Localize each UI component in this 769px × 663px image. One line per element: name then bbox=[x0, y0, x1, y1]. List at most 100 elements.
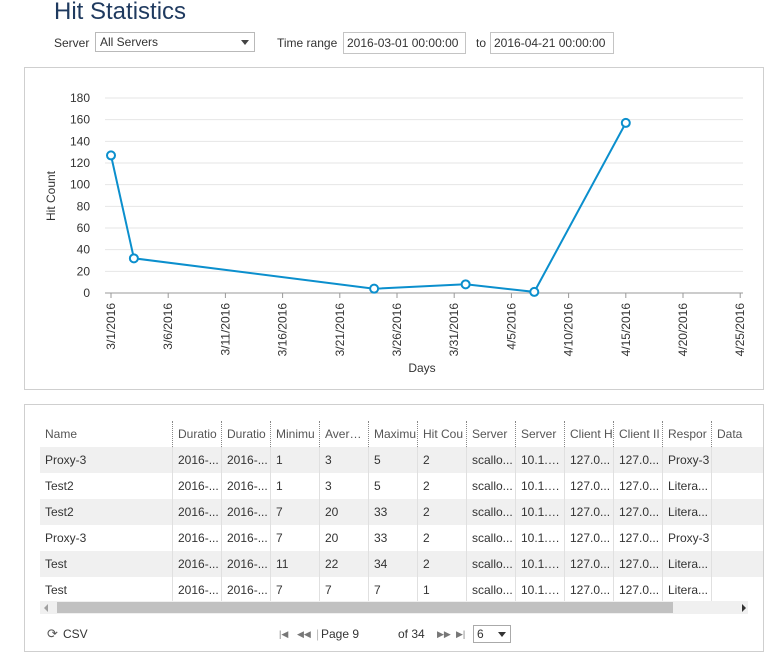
x-tick-label: 3/11/2016 bbox=[218, 303, 232, 356]
grid-cell: Test2 bbox=[40, 499, 173, 525]
grid-cell: Test bbox=[40, 577, 173, 603]
column-header[interactable]: Client H bbox=[565, 421, 614, 447]
grid-cell: 127.0... bbox=[614, 447, 663, 473]
column-header[interactable]: Duratio bbox=[222, 421, 271, 447]
grid-cell: 2016-... bbox=[222, 577, 271, 603]
grid-cell: Test bbox=[40, 551, 173, 577]
grid-cell: 2 bbox=[418, 473, 467, 499]
scroll-right-icon[interactable] bbox=[742, 604, 746, 612]
data-point[interactable] bbox=[460, 279, 471, 290]
page-indicator[interactable]: Page 9 bbox=[321, 627, 360, 641]
x-tick-label: 4/20/2016 bbox=[676, 303, 690, 357]
header-row: Name Duratio Duratio Minimu Average Maximu Hit… bbox=[40, 421, 763, 447]
table-row[interactable]: Test 2016-... 2016-... 7 7 7 1 scallo... 10.1.4.… bbox=[40, 577, 763, 603]
grid-cell: 1 bbox=[418, 577, 467, 603]
grid-cell: 127.0... bbox=[614, 525, 663, 551]
column-header[interactable]: Respor bbox=[663, 421, 712, 447]
table-row[interactable]: Test2 2016-... 2016-... 1 3 5 2 scallo... 10.1.4… bbox=[40, 473, 763, 499]
table-row[interactable]: Test2 2016-... 2016-... 7 20 33 2 scallo... 10.1… bbox=[40, 499, 763, 525]
grid-cell: 127.0... bbox=[565, 525, 614, 551]
first-page-icon[interactable]: |◀ bbox=[279, 629, 289, 639]
grid-cell: 10.1.4... bbox=[516, 577, 565, 603]
scroll-left-icon[interactable] bbox=[44, 604, 48, 612]
page-size-select[interactable]: 6 bbox=[473, 625, 511, 643]
x-tick-label: 4/25/2016 bbox=[733, 303, 747, 357]
table-row[interactable]: Proxy-3 2016-... 2016-... 1 3 5 2 scallo... 10.1… bbox=[40, 447, 763, 473]
column-header[interactable]: Data bbox=[717, 427, 743, 441]
column-header[interactable]: Name bbox=[40, 421, 173, 447]
csv-button[interactable]: CSV bbox=[63, 627, 88, 641]
y-tick-label: 20 bbox=[77, 264, 91, 278]
data-point[interactable] bbox=[128, 253, 139, 264]
refresh-icon[interactable]: ⟳ bbox=[47, 626, 58, 641]
grid-cell: 127.0... bbox=[565, 473, 614, 499]
data-point[interactable] bbox=[529, 286, 540, 297]
y-axis-label: Hit Count bbox=[44, 170, 58, 221]
hit-chart: 0 20 40 60 80 100 120 140 160 180 3/1/2016 3/6/201… bbox=[44, 91, 747, 375]
grid-cell: 127.0... bbox=[614, 551, 663, 577]
grid-cell: 2 bbox=[418, 447, 467, 473]
x-tick-label: 3/21/2016 bbox=[333, 303, 347, 357]
data-grid-panel: Name Duratio Duratio Minimu Average Maximu Hit… bbox=[24, 404, 764, 652]
grid-cell: 2016-... bbox=[173, 525, 222, 551]
grid-cell: 2016-... bbox=[222, 499, 271, 525]
page-size-value: 6 bbox=[477, 627, 484, 641]
grid-cell bbox=[712, 525, 763, 551]
page-count: of 34 bbox=[398, 627, 425, 641]
grid-cell: scallo... bbox=[467, 525, 516, 551]
x-tick-label: 3/16/2016 bbox=[276, 303, 290, 357]
from-date-input[interactable]: 2016-03-01 00:00:00 bbox=[343, 32, 466, 54]
column-header[interactable]: Minimu bbox=[271, 421, 320, 447]
grid-cell: scallo... bbox=[467, 447, 516, 473]
grid-cell: 2016-... bbox=[222, 473, 271, 499]
x-axis-label: Days bbox=[408, 361, 435, 375]
y-tick-label: 0 bbox=[83, 286, 90, 300]
column-header[interactable]: Maximu bbox=[369, 421, 418, 447]
grid-cell: 127.0... bbox=[565, 447, 614, 473]
grid-cell: 2016-... bbox=[173, 473, 222, 499]
column-header[interactable]: Client II bbox=[614, 421, 663, 447]
grid-cell: 20 bbox=[320, 499, 369, 525]
grid-cell: scallo... bbox=[467, 577, 516, 603]
data-point[interactable] bbox=[106, 150, 116, 161]
grid-cell: 7 bbox=[271, 499, 320, 525]
chart-panel: 0 20 40 60 80 100 120 140 160 180 3/1/2016 3/6/201… bbox=[24, 67, 764, 390]
table-row[interactable]: Test 2016-... 2016-... 11 22 34 2 scallo... 10.1… bbox=[40, 551, 763, 577]
grid-cell: 3 bbox=[320, 447, 369, 473]
data-point[interactable] bbox=[369, 283, 380, 294]
grid-cell bbox=[712, 499, 763, 525]
x-tick-label: 3/1/2016 bbox=[104, 303, 118, 350]
table-row[interactable]: Proxy-3 2016-... 2016-... 7 20 33 2 scallo... 10… bbox=[40, 525, 763, 551]
grid-cell: 127.0... bbox=[565, 551, 614, 577]
chevron-down-icon bbox=[241, 40, 249, 45]
horizontal-scrollbar[interactable] bbox=[40, 601, 748, 614]
filter-bar: Server All Servers Time range 2016-03-01… bbox=[54, 32, 764, 56]
grid-cell: 2016-... bbox=[222, 551, 271, 577]
column-header[interactable]: Average bbox=[320, 421, 369, 447]
column-header[interactable]: Duratio bbox=[173, 421, 222, 447]
grid-cell: 10.1.4... bbox=[516, 447, 565, 473]
grid-cell: 2016-... bbox=[222, 525, 271, 551]
scrollbar-thumb[interactable] bbox=[57, 602, 673, 613]
next-page-icon[interactable]: ▶▶ bbox=[437, 629, 451, 639]
data-grid: Name Duratio Duratio Minimu Average Maximu Hit… bbox=[40, 421, 763, 603]
previous-page-icon[interactable]: ◀◀ bbox=[297, 629, 311, 639]
x-tick-label: 4/10/2016 bbox=[562, 303, 576, 357]
last-page-icon[interactable]: ▶| bbox=[456, 629, 466, 639]
grid-cell: 34 bbox=[369, 551, 418, 577]
data-point[interactable] bbox=[620, 117, 631, 128]
pager-divider: | bbox=[316, 627, 320, 641]
column-header[interactable]: Server bbox=[516, 421, 565, 447]
grid-cell: Proxy-3 bbox=[40, 525, 173, 551]
to-date-input[interactable]: 2016-04-21 00:00:00 bbox=[490, 32, 614, 54]
column-header[interactable]: Hit Cou bbox=[418, 421, 467, 447]
grid-cell: 7 bbox=[271, 577, 320, 603]
grid-cell bbox=[712, 577, 763, 603]
grid-cell: 22 bbox=[320, 551, 369, 577]
grid-cell: 11 bbox=[271, 551, 320, 577]
server-select[interactable]: All Servers bbox=[95, 32, 255, 52]
server-label: Server bbox=[54, 36, 90, 50]
grid-cell: 2 bbox=[418, 551, 467, 577]
column-header[interactable]: Server bbox=[467, 421, 516, 447]
y-tick-label: 40 bbox=[77, 243, 91, 257]
